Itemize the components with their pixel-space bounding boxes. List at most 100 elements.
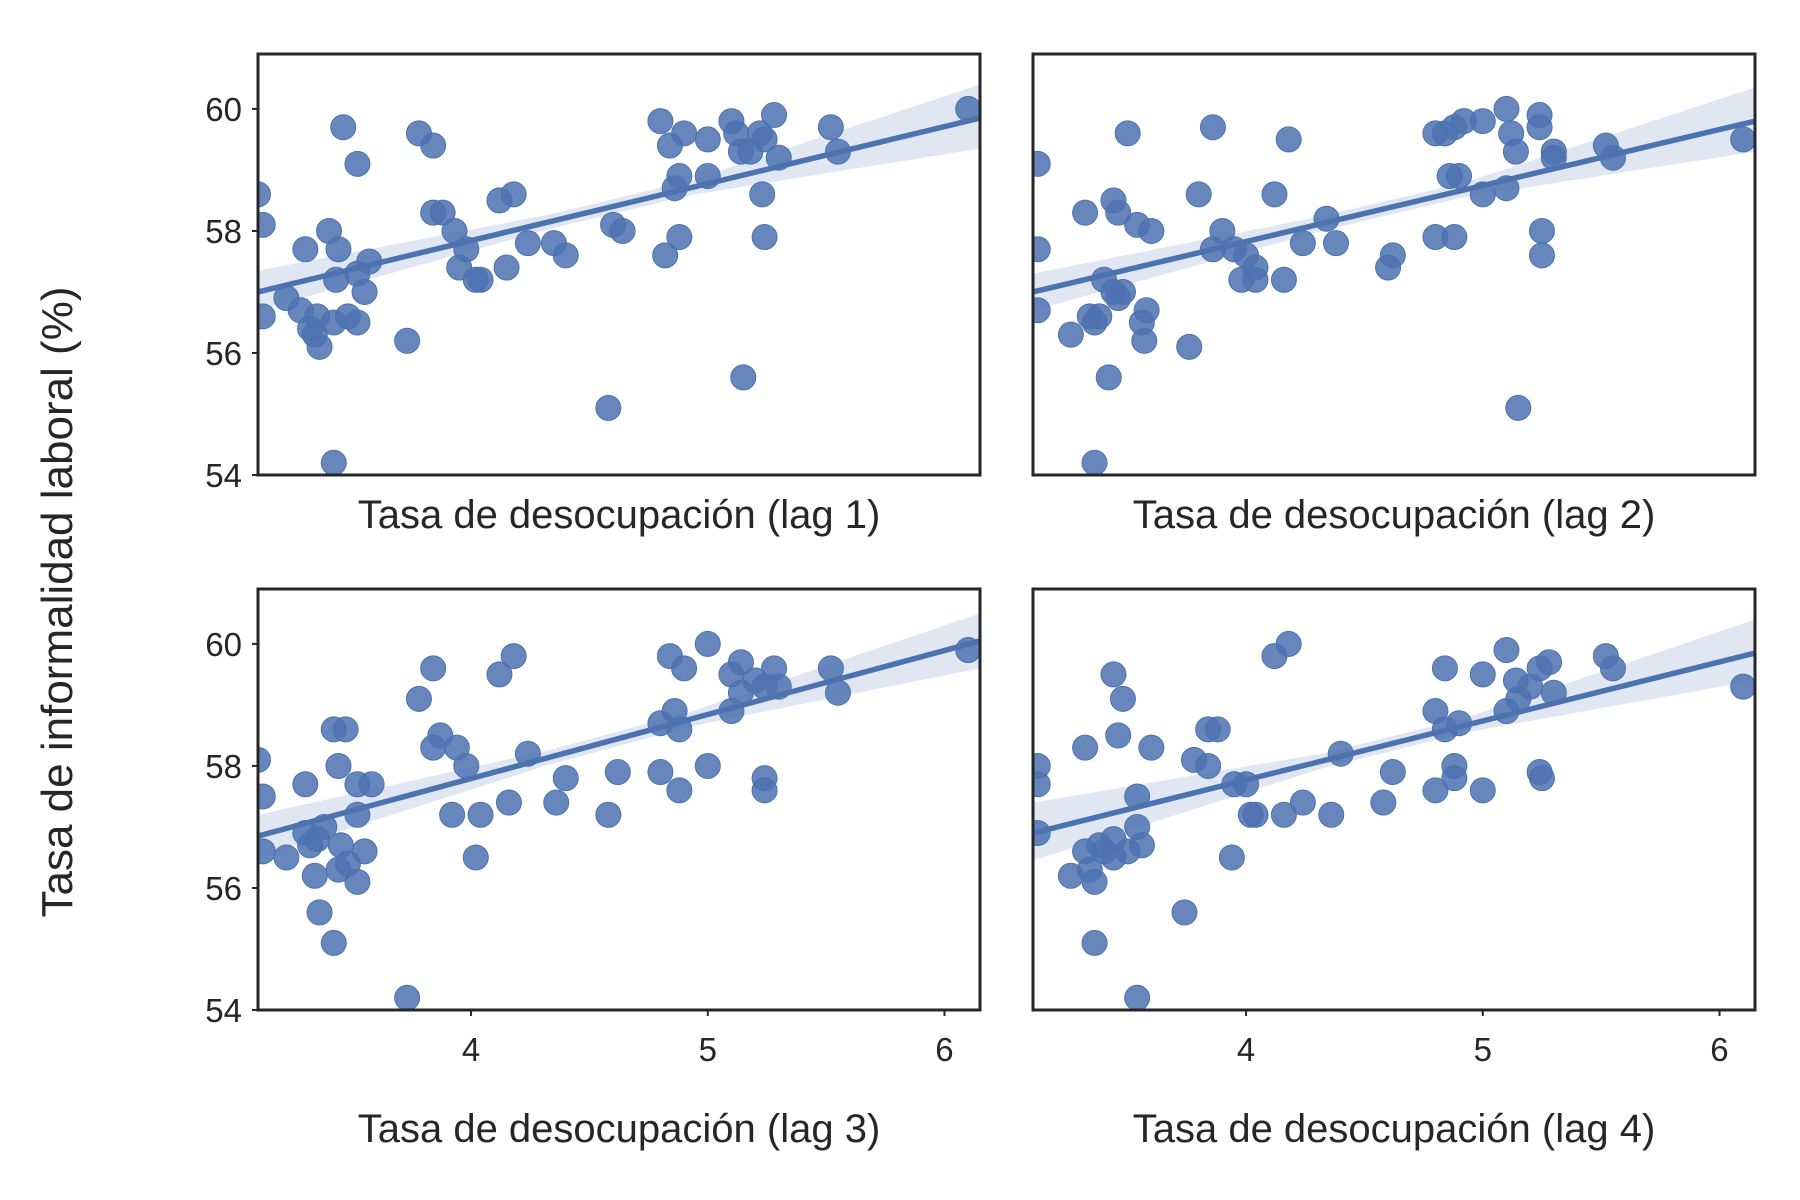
- scatter-point: [292, 236, 319, 263]
- plot-area: [1033, 619, 1755, 1010]
- scatter-point: [1379, 242, 1406, 269]
- scatter-point: [1100, 661, 1127, 688]
- scatter-point: [1242, 266, 1269, 293]
- scatter-point: [301, 862, 328, 889]
- scatter-point: [694, 630, 721, 657]
- scatter-point: [394, 984, 421, 1010]
- scatter-point: [1195, 752, 1222, 779]
- scatter-point: [351, 278, 378, 305]
- regression-line: [1033, 118, 1755, 295]
- scatter-point: [1289, 789, 1316, 816]
- scatter-point: [258, 783, 276, 810]
- scatter-point: [730, 364, 757, 391]
- scatter-point: [1204, 716, 1231, 743]
- scatter-point: [258, 746, 271, 773]
- y-tick-label: 60: [205, 91, 242, 128]
- scatter-point: [1131, 327, 1158, 354]
- scatter-point: [1033, 771, 1051, 798]
- scatter-point: [1469, 777, 1496, 804]
- scatter-point: [1528, 765, 1555, 792]
- scatter-point: [609, 217, 636, 244]
- x-tick-label: 5: [699, 1031, 717, 1068]
- x-tick-label: 4: [462, 1031, 480, 1068]
- x-tick-label: 5: [1474, 1031, 1492, 1068]
- x-tick-label: 6: [935, 1031, 953, 1068]
- scatter-point: [306, 899, 333, 926]
- scatter-point: [1072, 734, 1099, 761]
- scatter-point: [1081, 868, 1108, 895]
- scatter-point: [595, 394, 622, 421]
- scatter-point: [761, 102, 788, 129]
- y-tick-label: 58: [205, 213, 242, 250]
- scatter-point: [493, 254, 520, 281]
- scatter-point: [1128, 832, 1155, 859]
- subplot-2: Tasa de desocupación (lag 2): [1031, 52, 1757, 537]
- scatter-point: [258, 303, 276, 330]
- scatter-point: [1493, 95, 1520, 122]
- y-tick-label: 56: [205, 335, 242, 372]
- scatter-point: [1526, 114, 1553, 141]
- y-tick-label: 54: [205, 457, 242, 494]
- y-axis-label: Tasa de informalidad laboral (%): [33, 287, 82, 918]
- scatter-point: [647, 759, 674, 786]
- scatter-point: [351, 838, 378, 865]
- scatter-point: [1469, 108, 1496, 135]
- scatter-point: [1318, 801, 1345, 828]
- scatter-point: [1431, 655, 1458, 682]
- x-axis-label: Tasa de desocupación (lag 4): [1133, 1107, 1656, 1151]
- regression-line: [258, 638, 980, 839]
- scatter-point: [1033, 150, 1051, 177]
- scatter-point: [1176, 333, 1203, 360]
- scatter-point: [358, 771, 385, 798]
- scatter-point: [1275, 126, 1302, 153]
- scatter-point: [751, 777, 778, 804]
- scatter-point: [647, 108, 674, 135]
- scatter-point: [1133, 297, 1160, 324]
- scatter-point: [1105, 199, 1132, 226]
- y-tick-label: 58: [205, 748, 242, 785]
- subplot-4: 4 5 6 Tasa de desocupación (lag 4): [1031, 587, 1757, 1151]
- scatter-point: [1599, 655, 1626, 682]
- scatter-point: [751, 126, 778, 153]
- scatter-point: [1086, 303, 1113, 330]
- scatter-point: [1493, 637, 1520, 664]
- scatter-point: [429, 199, 456, 226]
- subplot-1: 54 56 58 60 Tasa de desocupación (lag 1): [205, 52, 982, 537]
- scatter-point: [325, 752, 352, 779]
- axes-frame: [1031, 52, 1757, 477]
- scatter-point: [1109, 278, 1136, 305]
- axes-frame: [256, 52, 982, 477]
- plot-area: [1033, 87, 1755, 475]
- scatter-point: [495, 789, 522, 816]
- scatter-point: [486, 661, 513, 688]
- regression-line: [258, 115, 980, 295]
- scatter-point: [543, 789, 570, 816]
- scatter-point: [1138, 217, 1165, 244]
- x-tick-label: 6: [1710, 1031, 1728, 1068]
- scatter-point: [292, 771, 319, 798]
- plot-area: [258, 613, 980, 1010]
- scatter-point: [500, 181, 527, 208]
- x-axis-label: Tasa de desocupación (lag 1): [358, 493, 881, 537]
- x-axis-label: Tasa de desocupación (lag 3): [358, 1107, 881, 1151]
- scatter-point: [439, 801, 466, 828]
- scatter-point: [344, 150, 371, 177]
- scatter-point: [666, 224, 693, 251]
- scatter-point: [1289, 230, 1316, 257]
- confidence-band: [1033, 619, 1755, 861]
- scatter-point: [306, 333, 333, 360]
- scatter-point: [749, 181, 776, 208]
- confidence-band: [258, 84, 980, 311]
- scatter-point: [1171, 899, 1198, 926]
- scatter-point: [552, 765, 579, 792]
- scatter-point: [1114, 120, 1141, 147]
- scatter-point: [1209, 217, 1236, 244]
- scatter-point: [1469, 661, 1496, 688]
- scatter-point: [332, 716, 359, 743]
- scatter-point: [1057, 321, 1084, 348]
- scatter-point: [500, 643, 527, 670]
- scatter-point: [1095, 364, 1122, 391]
- scatter-point: [1528, 242, 1555, 269]
- scatter-point: [694, 752, 721, 779]
